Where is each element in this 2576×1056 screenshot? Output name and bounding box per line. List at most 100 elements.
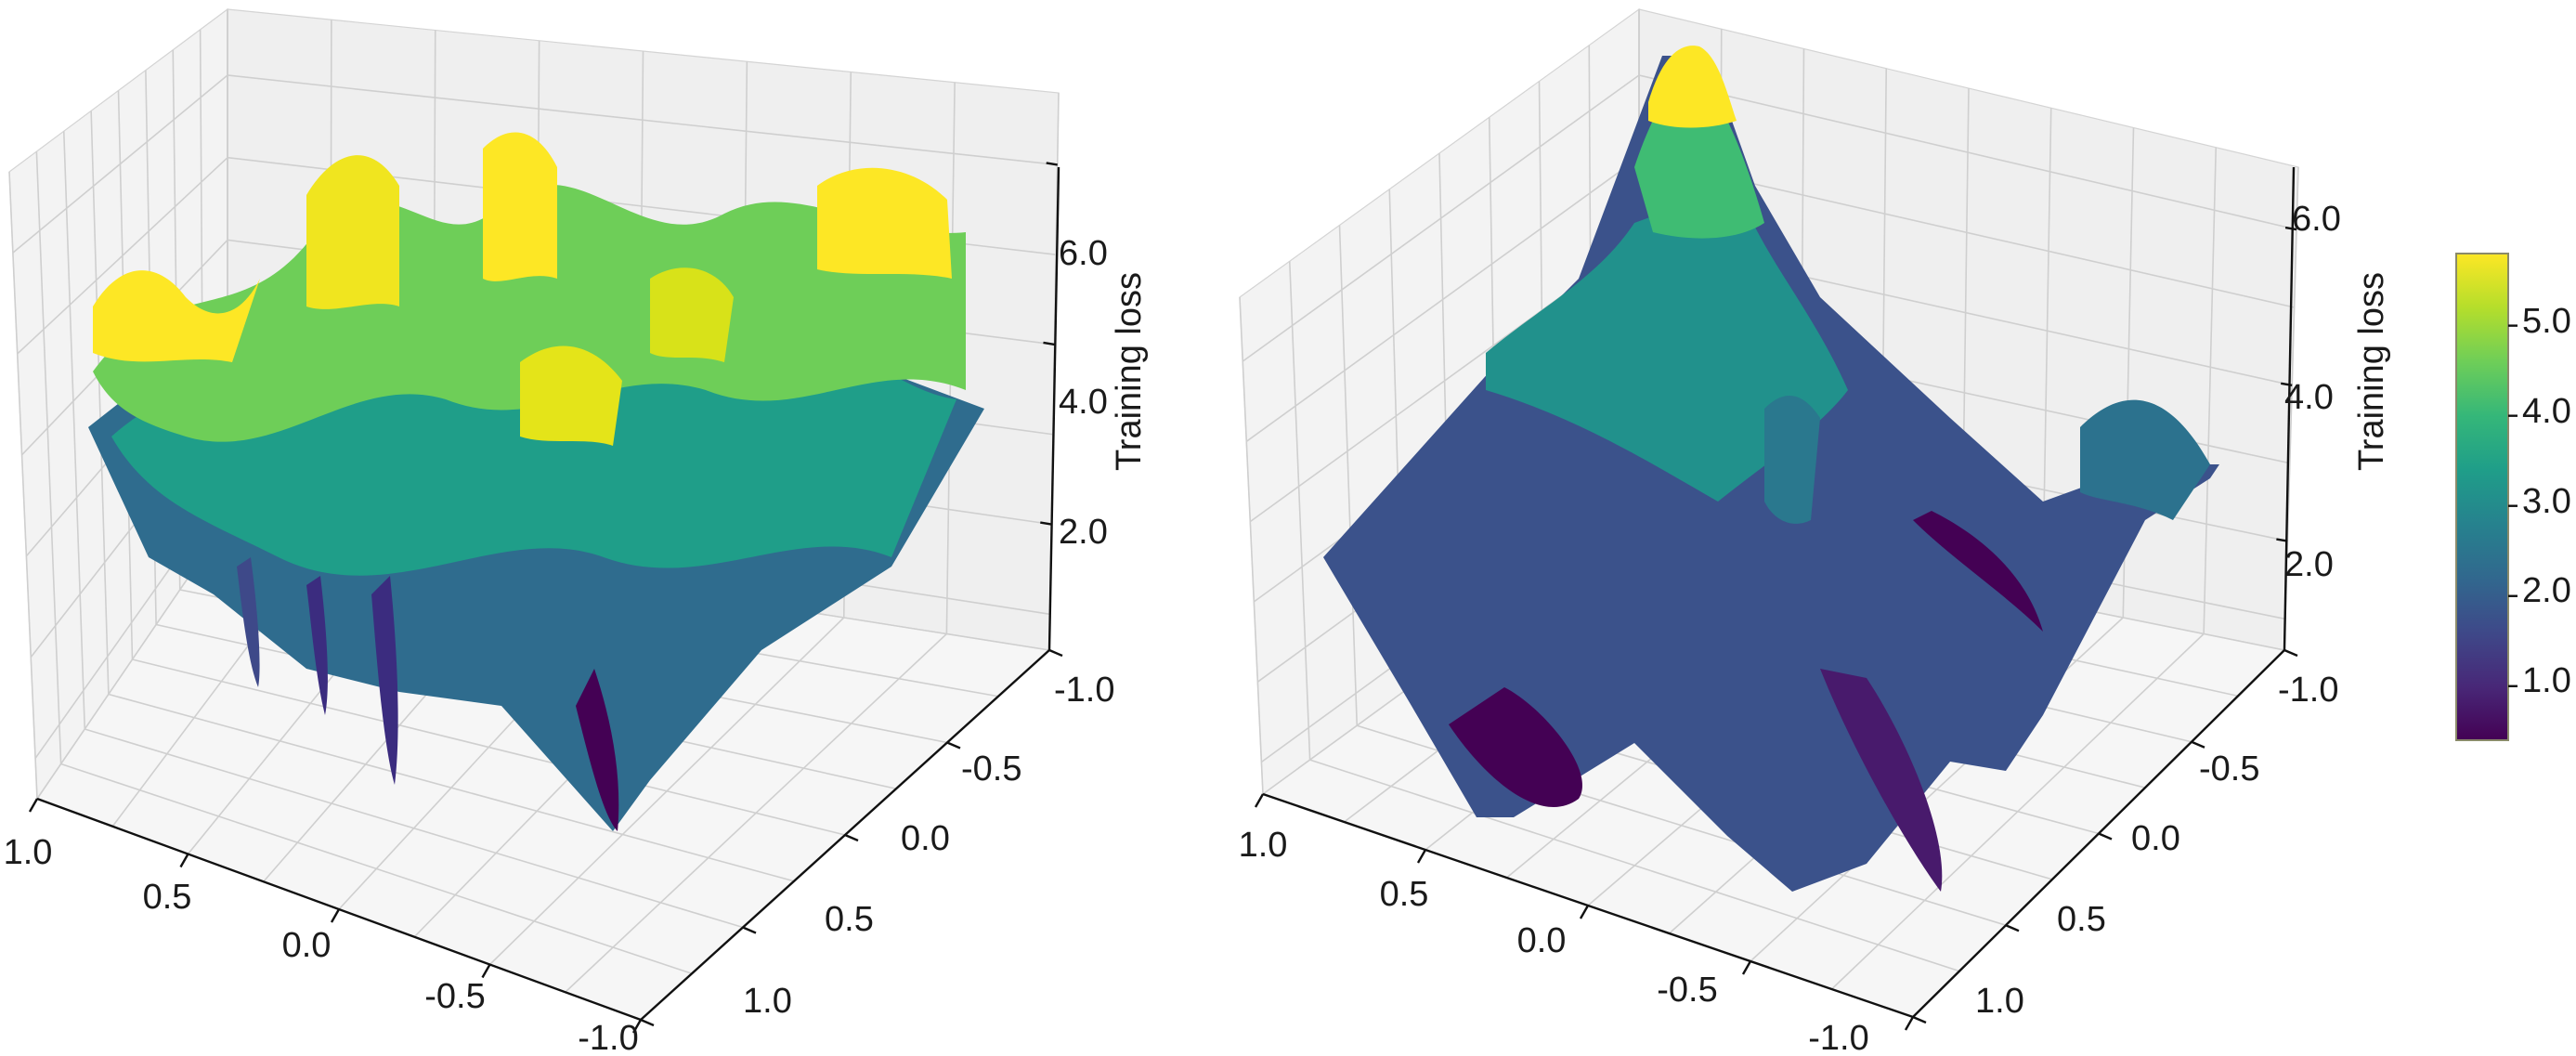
left-x-tick-label: -0.5 xyxy=(424,977,485,1016)
right-x-tick-label: -1.0 xyxy=(1808,1019,1868,1056)
left-x-tick-label: 0.0 xyxy=(282,926,332,965)
x-tick-mark xyxy=(28,798,39,813)
x-tick-mark xyxy=(1904,1016,1915,1031)
side-grid-line xyxy=(12,74,228,254)
floor-grid-line xyxy=(1830,632,2205,990)
side-grid-line xyxy=(62,131,86,730)
floor-grid-line xyxy=(488,617,845,966)
y-tick-mark xyxy=(1912,1015,1927,1024)
left-crest-1 xyxy=(93,270,260,362)
right-x-tick-label: 1.0 xyxy=(1239,826,1288,865)
right-surface xyxy=(1323,46,2219,892)
right-z-axis-line xyxy=(2283,166,2296,651)
left-y-tick-label: -1.0 xyxy=(1054,671,1114,710)
side-grid-line xyxy=(1245,157,1640,442)
left-trough-1 xyxy=(576,669,619,831)
x-tick-mark xyxy=(179,853,189,868)
left-crest-5 xyxy=(520,345,622,446)
left-z-tick-marks xyxy=(1040,162,1058,526)
left-crest-3 xyxy=(483,132,557,281)
x-tick-mark xyxy=(330,908,341,923)
side-grid-line xyxy=(35,151,62,764)
left-surface xyxy=(88,132,984,831)
left-crest-4 xyxy=(817,167,952,279)
left-trough-3 xyxy=(237,557,260,687)
left-y-tick-marks xyxy=(640,648,1063,1027)
right-subplot: 1.0 0.5 0.0 -0.5 -1.0 -1.0 -0.5 0.0 0.5 … xyxy=(1239,7,2391,1056)
x-tick-mark xyxy=(631,1019,643,1034)
left-x-tick-marks xyxy=(28,798,643,1034)
right-ridge-mid xyxy=(1764,396,1820,524)
left-z-axis-line xyxy=(1047,166,1060,651)
right-valley-1 xyxy=(1449,687,1582,807)
y-tick-mark xyxy=(1048,648,1063,658)
left-trough-4 xyxy=(306,576,328,715)
x-tick-mark xyxy=(1254,793,1265,808)
right-x-tick-label: 0.0 xyxy=(1517,921,1567,960)
y-tick-mark xyxy=(640,1018,655,1027)
colorbar-gradient xyxy=(2455,253,2509,741)
right-y-tick-label: 1.0 xyxy=(1975,982,2024,1021)
right-y-tick-label: 0.5 xyxy=(2057,900,2106,939)
left-crest-6 xyxy=(650,267,734,362)
right-y-tick-label: 0.0 xyxy=(2131,819,2180,858)
side-grid-line xyxy=(17,157,228,355)
side-grid-line xyxy=(90,111,110,695)
side-grid-line xyxy=(1338,225,1359,726)
right-x-tick-marks xyxy=(1254,793,1915,1031)
back-grid-line xyxy=(2203,147,2218,634)
left-x-tick-label: 1.0 xyxy=(4,833,53,872)
back-grid-line xyxy=(1638,74,2297,230)
x-tick-mark xyxy=(1416,849,1427,864)
left-y-tick-label: -0.5 xyxy=(961,750,1021,789)
side-grid-line xyxy=(1242,74,1640,362)
right-z-axis-title: Training loss xyxy=(2352,272,2391,471)
left-subplot: 1.0 0.5 0.0 -0.5 -1.0 -1.0 -0.5 0.0 0.5 … xyxy=(4,7,1149,1056)
right-valley-3 xyxy=(1913,511,2043,632)
x-tick-mark xyxy=(481,963,491,979)
floor-grid-line xyxy=(132,658,846,836)
left-z-tick-label: 6.0 xyxy=(1059,234,1108,273)
back-grid-line xyxy=(227,74,1058,166)
x-tick-mark xyxy=(1741,960,1752,975)
right-y-tick-marks xyxy=(1912,648,2298,1024)
right-z-tick-label: 6.0 xyxy=(2292,200,2341,239)
left-crest-2 xyxy=(306,155,399,309)
left-z-tick-label: 4.0 xyxy=(1059,383,1108,422)
right-y-tick-label: -1.0 xyxy=(2278,671,2338,710)
y-tick-mark xyxy=(742,926,757,934)
colorbar-tick-label: 5.0 xyxy=(2522,302,2571,341)
left-y-tick-label: 1.0 xyxy=(743,982,792,1021)
right-valley-2 xyxy=(1820,669,1943,892)
left-z-axis-title: Training loss xyxy=(1110,272,1149,471)
right-ridge-far xyxy=(2080,399,2210,520)
left-z-tick-label: 2.0 xyxy=(1059,513,1108,552)
colorbar-tick-label: 3.0 xyxy=(2522,482,2571,521)
z-tick-mark xyxy=(2276,538,2288,542)
y-tick-mark xyxy=(2283,648,2298,658)
side-grid-line xyxy=(1288,261,1311,761)
colorbar-tick-label: 1.0 xyxy=(2522,661,2571,700)
colorbar-tick-label: 2.0 xyxy=(2522,571,2571,610)
right-y-tick-label: -0.5 xyxy=(2199,750,2259,789)
left-trough-2 xyxy=(371,576,398,785)
colorbar: 1.0 2.0 3.0 4.0 5.0 xyxy=(2455,253,2571,741)
side-grid-line xyxy=(8,171,38,800)
z-tick-mark xyxy=(2281,382,2293,387)
right-x-tick-label: 0.5 xyxy=(1380,875,1429,914)
floor-grid-line xyxy=(565,632,947,993)
y-tick-mark xyxy=(844,833,859,842)
colorbar-tick-label: 4.0 xyxy=(2522,392,2571,431)
z-tick-mark xyxy=(2284,226,2297,231)
left-y-tick-label: 0.0 xyxy=(901,819,950,858)
right-slope-teal xyxy=(1486,186,1848,502)
y-tick-mark xyxy=(946,741,961,750)
right-peak xyxy=(1648,46,1737,128)
y-tick-mark xyxy=(2005,924,2020,932)
right-z-tick-label: 2.0 xyxy=(2284,545,2334,584)
x-tick-mark xyxy=(1579,905,1590,919)
left-x-tick-label: 0.5 xyxy=(143,878,192,917)
right-x-tick-label: -0.5 xyxy=(1657,971,1717,1010)
z-tick-mark xyxy=(1046,162,1058,166)
